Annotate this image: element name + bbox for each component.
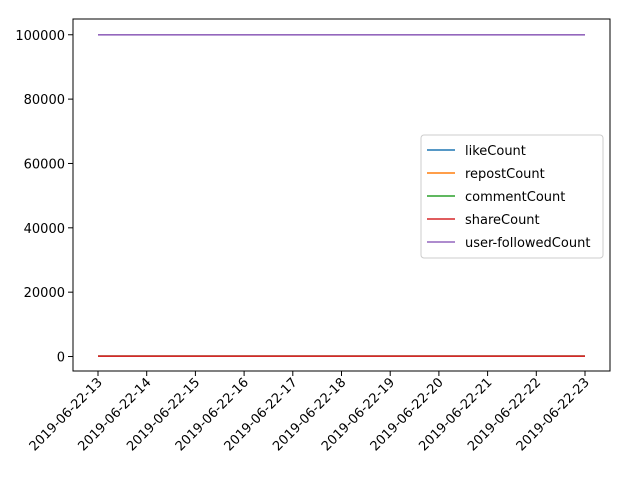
series-lines [98, 33, 585, 358]
legend-label: shareCount [465, 213, 540, 228]
y-tick-label: 20000 [24, 286, 65, 301]
legend-box [420, 134, 604, 259]
y-tick-label: 60000 [24, 157, 65, 172]
x-axis: 2019-06-22-132019-06-22-142019-06-22-152… [27, 371, 593, 454]
y-tick-label: 100000 [15, 29, 65, 44]
legend-label: repostCount [465, 167, 545, 182]
legend-label: commentCount [465, 190, 565, 205]
y-tick-label: 80000 [24, 93, 65, 108]
legend-label: likeCount [465, 144, 526, 159]
y-axis: 0 20000 40000 60000 80000 100000 [15, 29, 73, 366]
y-tick-label: 0 [57, 351, 65, 366]
legend: likeCount repostCount commentCount shareCou… [420, 134, 604, 259]
y-tick-label: 40000 [24, 222, 65, 237]
legend-label: user-followedCount [465, 236, 590, 251]
